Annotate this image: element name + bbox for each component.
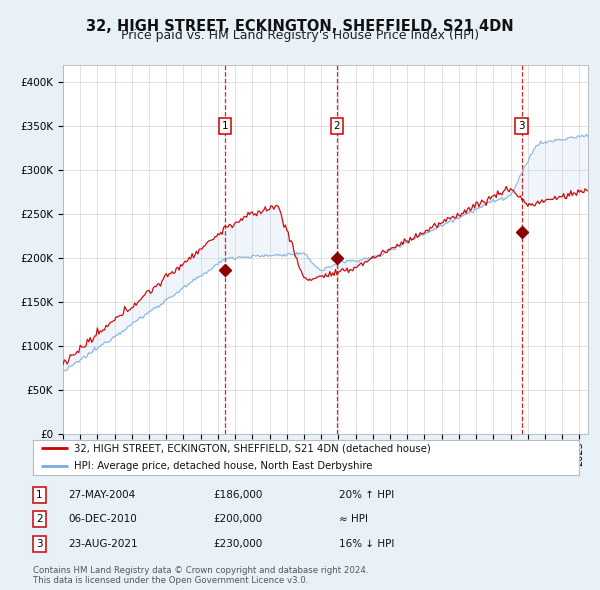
- Text: 3: 3: [518, 122, 525, 132]
- Text: £186,000: £186,000: [213, 490, 263, 500]
- Text: 27-MAY-2004: 27-MAY-2004: [68, 490, 136, 500]
- Text: 1: 1: [221, 122, 228, 132]
- Text: HPI: Average price, detached house, North East Derbyshire: HPI: Average price, detached house, Nort…: [74, 461, 373, 471]
- Text: 23-AUG-2021: 23-AUG-2021: [68, 539, 138, 549]
- Text: Contains HM Land Registry data © Crown copyright and database right 2024.
This d: Contains HM Land Registry data © Crown c…: [33, 566, 368, 585]
- Text: 1: 1: [36, 490, 43, 500]
- Text: 2: 2: [334, 122, 340, 132]
- Text: £200,000: £200,000: [213, 514, 262, 524]
- Text: 06-DEC-2010: 06-DEC-2010: [68, 514, 137, 524]
- Text: £230,000: £230,000: [213, 539, 262, 549]
- Text: 20% ↑ HPI: 20% ↑ HPI: [339, 490, 394, 500]
- Text: 16% ↓ HPI: 16% ↓ HPI: [339, 539, 394, 549]
- Text: 3: 3: [36, 539, 43, 549]
- Text: 2: 2: [36, 514, 43, 524]
- Text: 32, HIGH STREET, ECKINGTON, SHEFFIELD, S21 4DN (detached house): 32, HIGH STREET, ECKINGTON, SHEFFIELD, S…: [74, 444, 431, 453]
- Text: 32, HIGH STREET, ECKINGTON, SHEFFIELD, S21 4DN: 32, HIGH STREET, ECKINGTON, SHEFFIELD, S…: [86, 19, 514, 34]
- Text: Price paid vs. HM Land Registry's House Price Index (HPI): Price paid vs. HM Land Registry's House …: [121, 30, 479, 42]
- Text: ≈ HPI: ≈ HPI: [339, 514, 368, 524]
